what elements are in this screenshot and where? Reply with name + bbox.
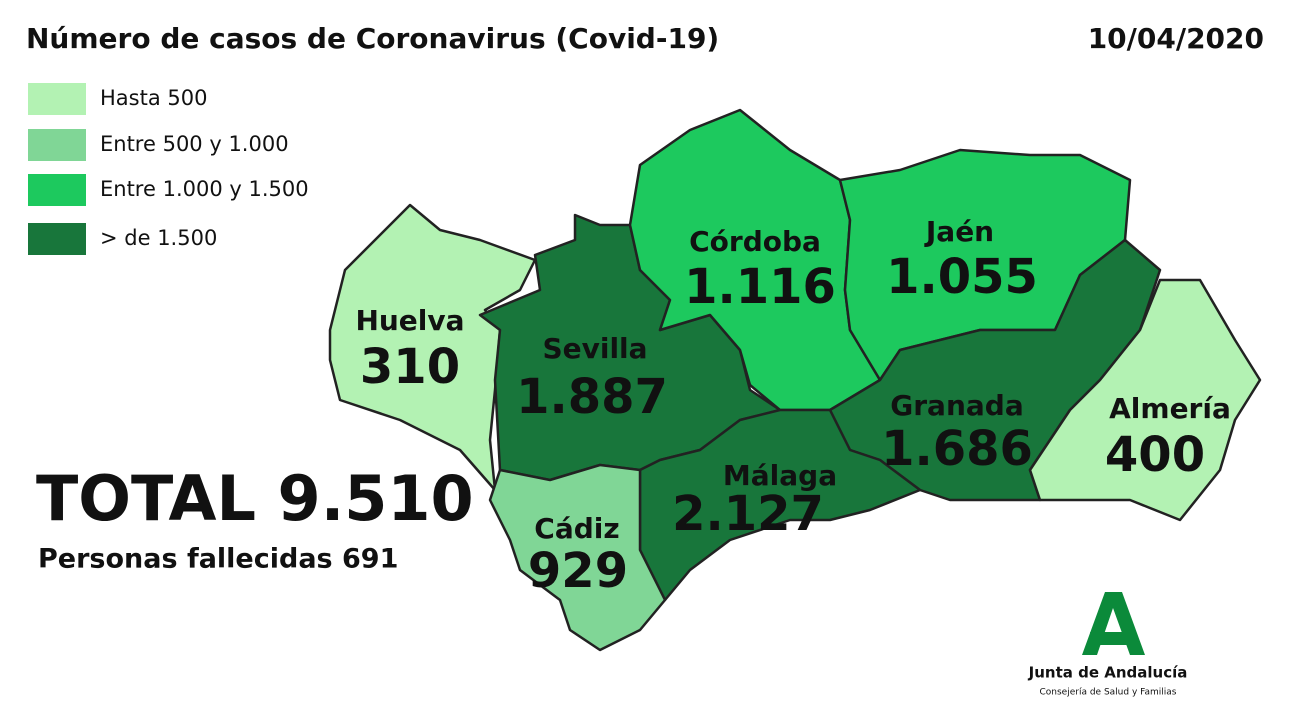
legend-swatch [28, 83, 86, 115]
province-name: Córdoba [689, 225, 821, 258]
total: TOTAL 9.510 [36, 462, 474, 535]
deaths: Personas fallecidas 691 [38, 544, 398, 575]
province-value: 929 [528, 543, 628, 599]
province-value: 310 [360, 339, 460, 395]
province-name: Granada [890, 389, 1023, 422]
province-name: Jaén [924, 215, 994, 248]
province-cadiz [488, 463, 667, 652]
province-name: Almería [1109, 392, 1231, 425]
legend-swatch [28, 223, 86, 255]
date: 10/04/2020 [1088, 22, 1264, 55]
province-value: 1.686 [881, 421, 1033, 477]
logo-mark [1082, 592, 1145, 655]
province-name: Sevilla [542, 332, 647, 365]
logo-name: Junta de Andalucía [1028, 664, 1188, 682]
province-value: 2.127 [672, 486, 824, 542]
legend-label: Entre 500 y 1.000 [100, 132, 289, 156]
logo: Junta de Andalucía Consejería de Salud y… [1028, 592, 1188, 698]
legend-label: Entre 1.000 y 1.500 [100, 177, 309, 201]
province-value: 1.055 [886, 249, 1038, 305]
legend-label: Hasta 500 [100, 86, 207, 110]
province-almeria [1028, 278, 1262, 522]
legend-swatch [28, 174, 86, 206]
legend-swatch [28, 129, 86, 161]
province-name: Cádiz [534, 512, 619, 545]
logo-mark [1090, 632, 1135, 645]
province-value: 1.116 [684, 259, 836, 315]
province-value: 400 [1105, 427, 1205, 483]
logo-subtitle: Consejería de Salud y Familias [1040, 688, 1177, 698]
province-name: Huelva [355, 304, 464, 337]
province-malaga [638, 408, 922, 602]
title: Número de casos de Coronavirus (Covid-19… [26, 22, 719, 55]
legend-label: > de 1.500 [100, 226, 217, 250]
province-value: 1.887 [516, 369, 668, 425]
province-name: Málaga [723, 459, 837, 492]
